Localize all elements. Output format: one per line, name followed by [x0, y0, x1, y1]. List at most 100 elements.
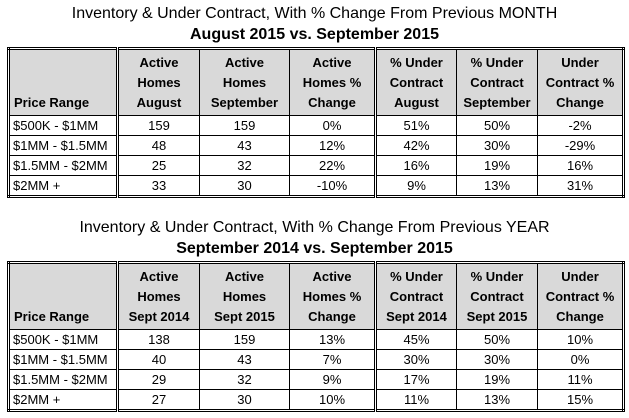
column-header-active-homes-sept-2015: Active Homes Sept 2015	[199, 262, 290, 330]
column-header-under-contract-pct-change: Under Contract % Change	[537, 262, 624, 330]
value-cell: 9%	[289, 369, 377, 390]
column-header-active-homes-pct-change: Active Homes % Change	[289, 262, 377, 330]
value-cell: 0%	[289, 115, 377, 136]
value-cell: -29%	[537, 135, 624, 156]
header-line: Contract	[470, 289, 524, 304]
value-cell: -2%	[537, 115, 624, 136]
value-cell: 40	[117, 349, 200, 370]
value-cell: 32	[199, 155, 290, 176]
header-line: Change	[556, 95, 604, 110]
value-cell: 50%	[456, 329, 538, 350]
price-range-cell: $500K - $1MM	[8, 115, 119, 136]
price-range-cell: $1MM - $1.5MM	[8, 349, 119, 370]
header-line: Active	[224, 269, 265, 284]
table-row: $1.5MM - $2MM 25 32 22% 16% 19% 16%	[8, 155, 624, 176]
column-header-active-homes-sept-2014: Active Homes Sept 2014	[117, 262, 200, 330]
section-subtitle: September 2014 vs. September 2015	[176, 240, 453, 257]
column-header-price-range: Price Range	[8, 48, 119, 116]
month-comparison-table: Price Range Active Homes August Active Homes S…	[7, 47, 625, 198]
column-header-pct-under-contract-sept-2015: % Under Contract Sept 2015	[456, 262, 538, 330]
table-row: $500K - $1MM 159 159 0% 51% 50% -2%	[8, 115, 624, 136]
header-line: August	[136, 95, 182, 110]
value-cell: 138	[117, 329, 200, 350]
header-line: Sept 2014	[128, 309, 190, 324]
header-line: Contract	[389, 75, 444, 90]
value-cell: 7%	[289, 349, 377, 370]
value-cell: 19%	[456, 155, 538, 176]
column-header-pct-under-contract-august: % Under Contract August	[375, 48, 457, 116]
header-line: Contract	[389, 289, 444, 304]
section-subtitle: August 2015 vs. September 2015	[189, 26, 439, 43]
value-cell: 30%	[375, 349, 457, 370]
price-range-cell: $2MM +	[8, 175, 119, 197]
table-row: $2MM +27 30 10% 11% 13% 15%	[8, 389, 624, 411]
header-line: Homes	[222, 289, 267, 304]
month-comparison-section: Inventory & Under Contract, With % Chang…	[0, 0, 629, 198]
price-range-cell: $1MM - $1.5MM	[8, 135, 119, 156]
header-line: % Under	[390, 55, 443, 70]
header-line: Sept 2014	[386, 309, 447, 324]
column-header-price-range: Price Range	[8, 262, 119, 330]
header-line: Active	[139, 269, 179, 284]
header-line: September	[210, 95, 279, 110]
header-row: Price Range Active Homes Sept 2014 Active Hom…	[8, 262, 624, 330]
header-line: Change	[556, 309, 604, 324]
header-line: Price Range	[14, 309, 90, 324]
table-row: $1.5MM - $2MM 29 32 9% 17% 19% 11%	[8, 369, 624, 390]
value-cell: 25	[117, 155, 200, 176]
column-header-under-contract-pct-change: Under Contract % Change	[537, 48, 624, 116]
price-range-cell: $500K - $1MM	[8, 329, 119, 350]
value-cell: 31%	[537, 175, 624, 197]
value-cell: 27	[117, 389, 200, 411]
header-line: Homes	[137, 75, 181, 90]
section-title: Inventory & Under Contract, With % Chang…	[71, 5, 558, 22]
value-cell: 29	[117, 369, 200, 390]
value-cell: 159	[117, 115, 200, 136]
value-cell: 45%	[375, 329, 457, 350]
header-line: Change	[308, 309, 356, 324]
value-cell: 19%	[456, 369, 538, 390]
header-line: Contract %	[545, 289, 615, 304]
value-cell: 43	[199, 135, 290, 156]
table-row: $2MM +33 30 -10% 9% 13% 31%	[8, 175, 624, 197]
value-cell: 11%	[537, 369, 624, 390]
value-cell: 10%	[289, 389, 377, 411]
value-cell: 30	[199, 175, 290, 197]
value-cell: 17%	[375, 369, 457, 390]
header-line: Under	[561, 55, 599, 70]
value-cell: 32	[199, 369, 290, 390]
column-header-active-homes-pct-change: Active Homes % Change	[289, 48, 377, 116]
price-range-cell: $1.5MM - $2MM	[8, 369, 119, 390]
header-line: Homes %	[302, 289, 362, 304]
value-cell: 159	[199, 329, 290, 350]
header-line: Under	[561, 269, 599, 284]
value-cell: 10%	[537, 329, 624, 350]
value-cell: 15%	[537, 389, 624, 411]
column-header-pct-under-contract-september: % Under Contract September	[456, 48, 538, 116]
value-cell: 30%	[456, 135, 538, 156]
header-line: Contract	[470, 75, 524, 90]
value-cell: 16%	[537, 155, 624, 176]
header-line: Sept 2015	[214, 309, 275, 324]
year-comparison-table: Price Range Active Homes Sept 2014 Active Hom…	[7, 261, 625, 412]
header-line: Homes	[222, 75, 267, 90]
price-range-cell: $1.5MM - $2MM	[8, 155, 119, 176]
header-line: Homes %	[302, 75, 362, 90]
header-line: August	[394, 95, 439, 110]
column-header-active-homes-september: Active Homes September	[199, 48, 290, 116]
header-row: Price Range Active Homes August Active Homes S…	[8, 48, 624, 116]
value-cell: 13%	[289, 329, 377, 350]
table-row: $1MM - $1.5MM 48 43 12% 42% 30% -29%	[8, 135, 624, 156]
value-cell: 0%	[537, 349, 624, 370]
value-cell: 42%	[375, 135, 457, 156]
header-line: % Under	[470, 269, 524, 284]
value-cell: 13%	[456, 389, 538, 411]
value-cell: -10%	[289, 175, 377, 197]
value-cell: 12%	[289, 135, 377, 156]
header-line: Active	[312, 55, 352, 70]
year-comparison-section: Inventory & Under Contract, With % Chang…	[0, 214, 629, 412]
header-line: % Under	[470, 55, 524, 70]
value-cell: 11%	[375, 389, 457, 411]
price-range-cell: $2MM +	[8, 389, 119, 411]
